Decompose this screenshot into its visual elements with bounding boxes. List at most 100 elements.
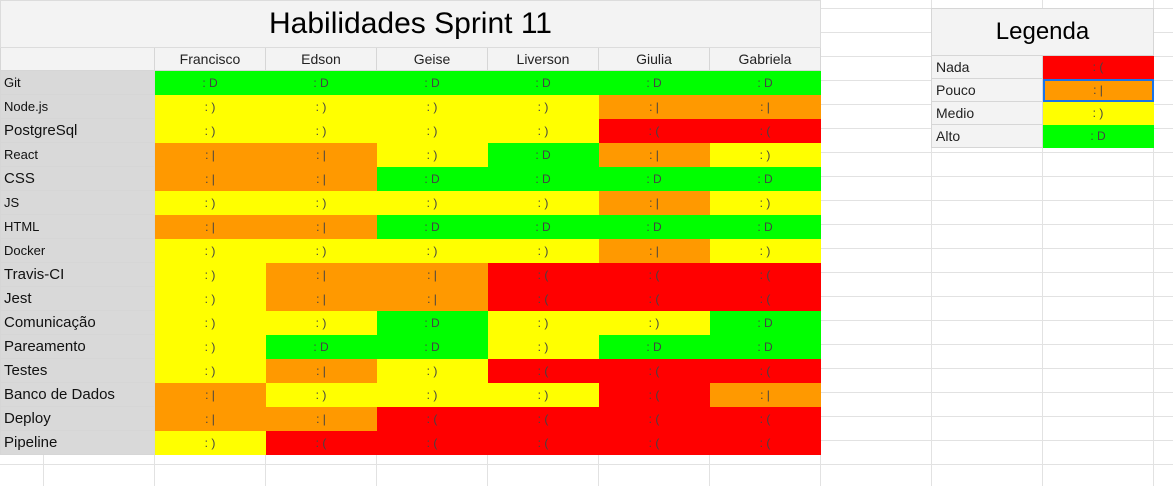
- skill-level-cell[interactable]: : (: [598, 382, 710, 407]
- skill-level-cell[interactable]: : |: [265, 142, 377, 167]
- legend-swatch-nada[interactable]: : (: [1042, 55, 1154, 79]
- skill-level-cell[interactable]: : |: [265, 286, 377, 311]
- skill-level-cell[interactable]: : ): [265, 382, 377, 407]
- skill-level-cell[interactable]: : D: [376, 214, 488, 239]
- skill-level-cell[interactable]: : |: [154, 382, 266, 407]
- skill-level-cell[interactable]: : ): [376, 94, 488, 119]
- skill-level-cell[interactable]: : ): [154, 190, 266, 215]
- skill-level-cell[interactable]: : ): [487, 334, 599, 359]
- skill-level-cell[interactable]: : |: [154, 406, 266, 431]
- skill-level-cell[interactable]: : ): [376, 358, 488, 383]
- skill-level-cell[interactable]: : (: [598, 430, 710, 455]
- skill-level-cell[interactable]: : D: [598, 214, 710, 239]
- skill-level-cell[interactable]: : |: [154, 142, 266, 167]
- skill-level-cell[interactable]: : (: [709, 262, 821, 287]
- skill-level-cell[interactable]: : D: [376, 334, 488, 359]
- skill-level-cell[interactable]: : D: [709, 214, 821, 239]
- skill-level-cell[interactable]: : ): [709, 190, 821, 215]
- person-header-giulia[interactable]: Giulia: [598, 47, 710, 71]
- skill-label[interactable]: Pipeline: [0, 430, 155, 455]
- skill-level-cell[interactable]: : |: [376, 262, 488, 287]
- person-header-liverson[interactable]: Liverson: [487, 47, 599, 71]
- skill-level-cell[interactable]: : (: [487, 406, 599, 431]
- person-header-geise[interactable]: Geise: [376, 47, 488, 71]
- skill-level-cell[interactable]: : ): [709, 142, 821, 167]
- legend-label[interactable]: Nada: [931, 55, 1043, 79]
- skill-level-cell[interactable]: : ): [376, 118, 488, 143]
- skill-level-cell[interactable]: : |: [265, 358, 377, 383]
- skill-level-cell[interactable]: : D: [265, 334, 377, 359]
- skill-label[interactable]: React: [0, 142, 155, 167]
- skill-level-cell[interactable]: : |: [709, 382, 821, 407]
- skill-level-cell[interactable]: : (: [598, 406, 710, 431]
- skill-level-cell[interactable]: : (: [265, 430, 377, 455]
- skill-level-cell[interactable]: : (: [487, 262, 599, 287]
- skill-level-cell[interactable]: : D: [598, 70, 710, 95]
- skill-level-cell[interactable]: : D: [709, 166, 821, 191]
- skill-label[interactable]: Testes: [0, 358, 155, 383]
- skill-level-cell[interactable]: : ): [265, 118, 377, 143]
- skill-level-cell[interactable]: : D: [487, 70, 599, 95]
- skill-level-cell[interactable]: : ): [487, 382, 599, 407]
- skill-level-cell[interactable]: : D: [487, 142, 599, 167]
- skill-level-cell[interactable]: : ): [265, 310, 377, 335]
- skill-level-cell[interactable]: : |: [709, 94, 821, 119]
- skill-level-cell[interactable]: : D: [709, 334, 821, 359]
- legend-label[interactable]: Pouco: [931, 78, 1043, 102]
- legend-title[interactable]: Legenda: [931, 8, 1154, 56]
- skill-label[interactable]: Deploy: [0, 406, 155, 431]
- skill-level-cell[interactable]: : D: [376, 166, 488, 191]
- skill-label[interactable]: Jest: [0, 286, 155, 311]
- person-header-gabriela[interactable]: Gabriela: [709, 47, 821, 71]
- skill-level-cell[interactable]: : |: [598, 238, 710, 263]
- person-header-edson[interactable]: Edson: [265, 47, 377, 71]
- skill-level-cell[interactable]: : ): [487, 94, 599, 119]
- skill-level-cell[interactable]: : D: [709, 310, 821, 335]
- skill-label[interactable]: HTML: [0, 214, 155, 239]
- skill-level-cell[interactable]: : (: [598, 286, 710, 311]
- skill-level-cell[interactable]: : (: [376, 430, 488, 455]
- skill-level-cell[interactable]: : |: [598, 94, 710, 119]
- skill-level-cell[interactable]: : D: [487, 166, 599, 191]
- skill-level-cell[interactable]: : |: [154, 166, 266, 191]
- skill-level-cell[interactable]: : |: [154, 214, 266, 239]
- legend-label[interactable]: Alto: [931, 124, 1043, 148]
- skill-label[interactable]: Node.js: [0, 94, 155, 119]
- skill-level-cell[interactable]: : (: [709, 430, 821, 455]
- skill-level-cell[interactable]: : ): [487, 310, 599, 335]
- skill-level-cell[interactable]: : D: [487, 214, 599, 239]
- skill-level-cell[interactable]: : ): [265, 190, 377, 215]
- skill-level-cell[interactable]: : (: [598, 358, 710, 383]
- skill-level-cell[interactable]: : (: [487, 286, 599, 311]
- skill-level-cell[interactable]: : |: [265, 406, 377, 431]
- skill-level-cell[interactable]: : |: [265, 262, 377, 287]
- skill-level-cell[interactable]: : (: [487, 430, 599, 455]
- skill-level-cell[interactable]: : ): [265, 238, 377, 263]
- skill-label[interactable]: Comunicação: [0, 310, 155, 335]
- skill-level-cell[interactable]: : (: [709, 406, 821, 431]
- skill-label[interactable]: Travis-CI: [0, 262, 155, 287]
- skill-label[interactable]: PostgreSql: [0, 118, 155, 143]
- skill-level-cell[interactable]: : (: [487, 358, 599, 383]
- person-header-francisco[interactable]: Francisco: [154, 47, 266, 71]
- skill-level-cell[interactable]: : D: [376, 70, 488, 95]
- legend-swatch-medio[interactable]: : ): [1042, 101, 1154, 125]
- skill-label[interactable]: Git: [0, 70, 155, 95]
- skill-level-cell[interactable]: : D: [376, 310, 488, 335]
- skill-level-cell[interactable]: : ): [154, 310, 266, 335]
- skill-level-cell[interactable]: : ): [376, 382, 488, 407]
- skill-level-cell[interactable]: : ): [154, 118, 266, 143]
- skill-label[interactable]: CSS: [0, 166, 155, 191]
- skill-level-cell[interactable]: : ): [154, 430, 266, 455]
- skill-level-cell[interactable]: : ): [487, 238, 599, 263]
- skill-level-cell[interactable]: : ): [154, 238, 266, 263]
- sheet-title[interactable]: Habilidades Sprint 11: [0, 0, 821, 48]
- skill-level-cell[interactable]: : D: [598, 166, 710, 191]
- skill-level-cell[interactable]: : |: [598, 190, 710, 215]
- skill-level-cell[interactable]: : (: [598, 262, 710, 287]
- skill-level-cell[interactable]: : ): [709, 238, 821, 263]
- skill-level-cell[interactable]: : ): [154, 358, 266, 383]
- skill-level-cell[interactable]: : (: [709, 358, 821, 383]
- skill-level-cell[interactable]: : ): [487, 118, 599, 143]
- skill-level-cell[interactable]: : |: [265, 214, 377, 239]
